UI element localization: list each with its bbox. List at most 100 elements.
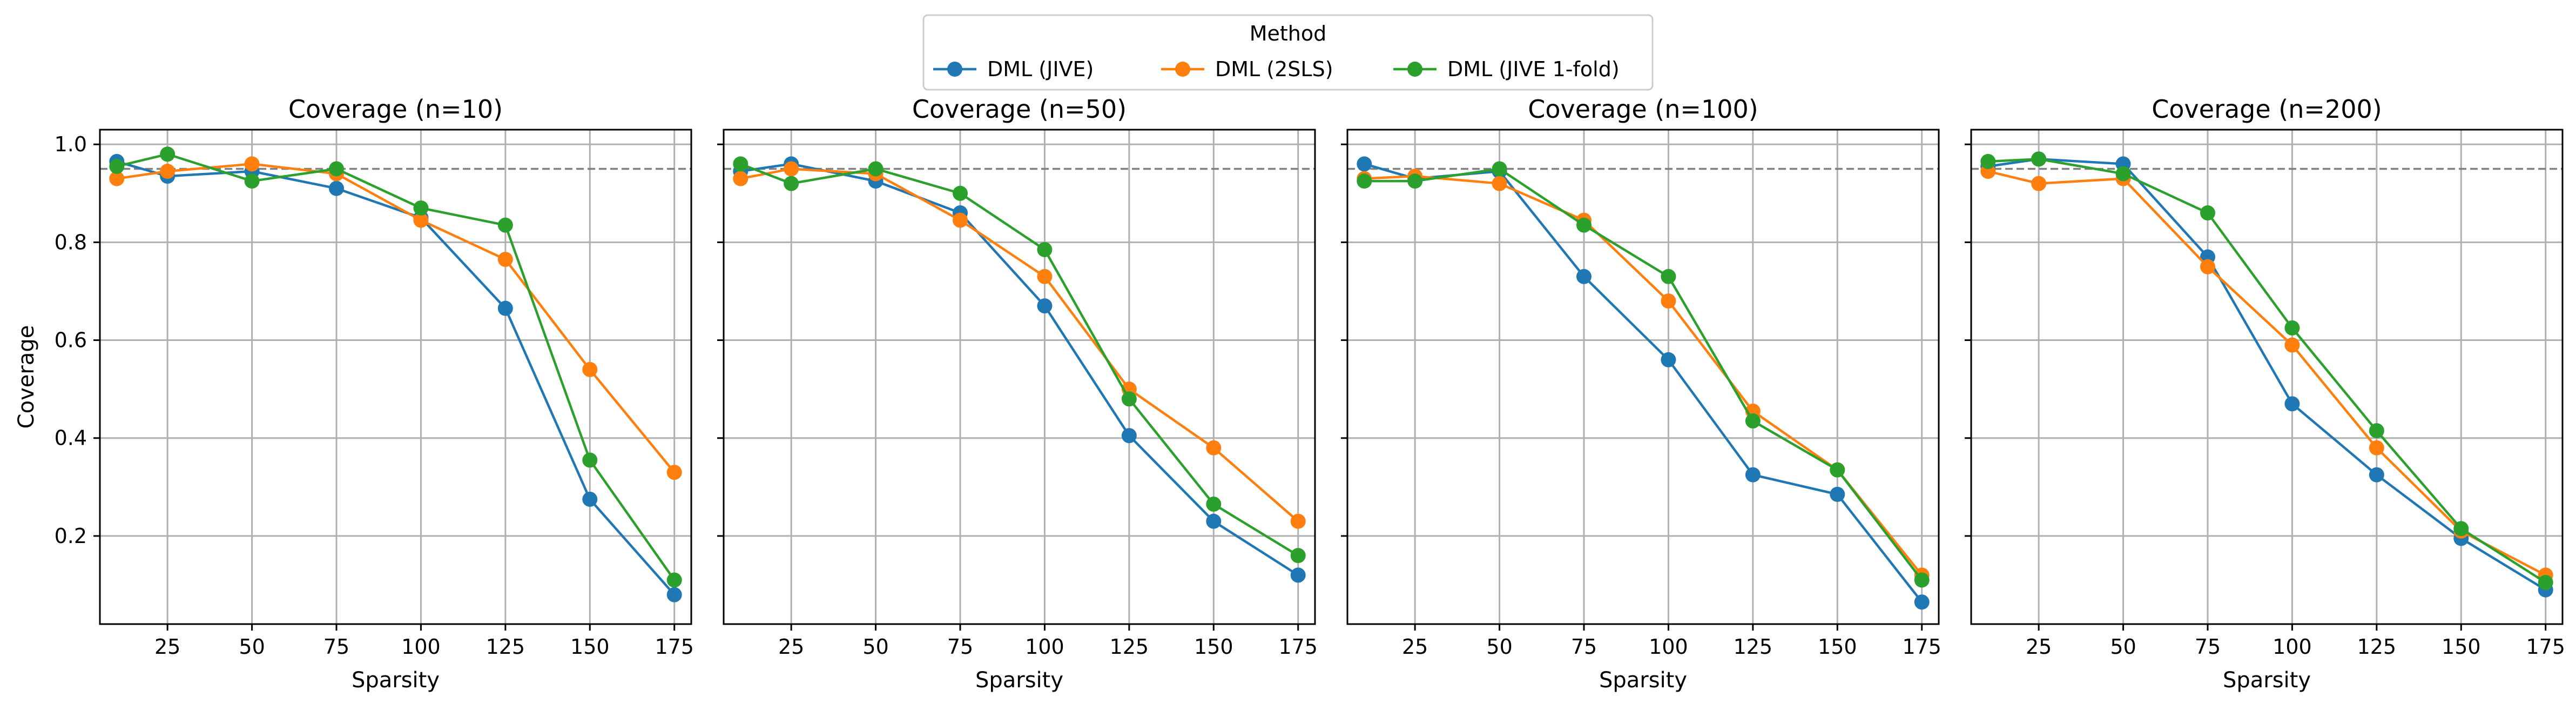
data-point xyxy=(244,156,260,172)
data-point xyxy=(1037,298,1053,314)
x-tick-label: 125 xyxy=(2357,635,2397,659)
data-point xyxy=(582,361,598,377)
data-point xyxy=(1980,153,1996,169)
data-point xyxy=(666,465,682,480)
panel-3: 25 50 75 100 125 150 175 Coverage (n=100) Sparsi… xyxy=(1341,95,1941,693)
legend-frame xyxy=(922,14,1654,91)
series-line xyxy=(740,163,1299,557)
x-tick-label: 50 xyxy=(2110,635,2136,659)
x-tick-label: 150 xyxy=(1194,635,1233,659)
series-line xyxy=(1364,168,1923,581)
data-point xyxy=(1914,572,1930,588)
data-point xyxy=(1121,428,1137,444)
data-point xyxy=(2200,259,2215,274)
y-axis-label: Coverage xyxy=(14,325,39,429)
data-point xyxy=(1290,513,1306,529)
data-point xyxy=(1206,513,1222,529)
series-line xyxy=(1987,170,2546,577)
x-tick-label: 175 xyxy=(1278,635,1318,659)
x-tick-label: 25 xyxy=(2026,635,2052,659)
data-point xyxy=(2284,320,2300,336)
y-tick-label: 0.6 xyxy=(55,329,87,352)
series-line xyxy=(740,168,1299,523)
data-point xyxy=(2284,337,2300,353)
data-point xyxy=(1745,467,1761,483)
x-tick-label: 125 xyxy=(1734,635,1773,659)
x-tick-label: 50 xyxy=(1486,635,1512,659)
y-tick-label: 0.2 xyxy=(55,524,87,548)
x-tick-label: 100 xyxy=(1025,635,1064,659)
data-point xyxy=(2369,423,2384,439)
data-point xyxy=(413,200,429,216)
y-tick-label: 1.0 xyxy=(55,132,87,156)
data-point xyxy=(1830,462,1845,478)
x-tick-label: 150 xyxy=(570,635,610,659)
data-point xyxy=(1121,391,1137,407)
data-point xyxy=(1037,242,1053,257)
panel-title: Coverage (n=100) xyxy=(1528,95,1758,124)
x-tick-label: 175 xyxy=(2526,635,2565,659)
data-point xyxy=(2031,176,2047,191)
legend-swatch-marker xyxy=(947,62,962,77)
legend-label: DML (JIVE 1-fold) xyxy=(1447,57,1620,81)
data-point xyxy=(497,252,513,267)
panel-4: 25 50 75 100 125 150 175 Coverage (n=200) Sparsi… xyxy=(1965,95,2565,693)
legend-label: DML (2SLS) xyxy=(1215,57,1333,81)
data-point xyxy=(329,180,344,196)
data-point xyxy=(868,161,884,177)
x-axis-label: Sparsity xyxy=(1599,668,1687,693)
data-point xyxy=(666,572,682,588)
panel-title: Coverage (n=50) xyxy=(912,95,1127,124)
data-point xyxy=(1914,594,1930,610)
panel-1: 25 50 75 100 125 150 175 0.2 0.4 0.6 0.8 1.0 Coverag… xyxy=(14,95,694,693)
x-tick-label: 25 xyxy=(778,635,804,659)
data-point xyxy=(1830,486,1845,502)
data-point xyxy=(2369,440,2384,456)
data-point xyxy=(2538,574,2553,590)
legend-swatch-marker xyxy=(1175,62,1190,77)
data-point xyxy=(733,171,748,186)
data-point xyxy=(2453,521,2469,537)
data-point xyxy=(582,452,598,468)
x-tick-label: 25 xyxy=(154,635,180,659)
panel-title: Coverage (n=200) xyxy=(2152,95,2382,124)
data-point xyxy=(666,587,682,602)
axes-frame xyxy=(99,129,692,625)
x-tick-label: 75 xyxy=(2195,635,2221,659)
series-line xyxy=(1987,158,2546,591)
grid xyxy=(100,130,691,624)
data-point xyxy=(1206,497,1222,512)
legend-swatch-marker xyxy=(1407,62,1422,77)
data-point xyxy=(1492,161,1507,177)
data-point xyxy=(2369,467,2384,483)
data-point xyxy=(109,158,125,174)
series-line xyxy=(740,163,1299,577)
series-line xyxy=(116,160,676,596)
data-point xyxy=(1290,567,1306,583)
data-point xyxy=(1357,156,1372,172)
y-tick-label: 0.8 xyxy=(55,230,87,254)
grid xyxy=(1347,130,1939,624)
x-tick-label: 75 xyxy=(323,635,349,659)
data-point xyxy=(1206,440,1222,456)
x-tick-label: 125 xyxy=(1110,635,1149,659)
x-axis-label: Sparsity xyxy=(2223,668,2311,693)
grid xyxy=(1971,130,2562,624)
data-point xyxy=(784,176,799,191)
data-point xyxy=(1661,352,1676,367)
data-point xyxy=(953,185,968,201)
data-point xyxy=(733,156,748,172)
data-point xyxy=(2115,166,2131,182)
x-tick-label: 150 xyxy=(2442,635,2481,659)
axes-frame xyxy=(723,129,1316,625)
x-axis-label: Sparsity xyxy=(975,668,1063,693)
data-point xyxy=(1661,293,1676,309)
series-dml-jive-1-fold xyxy=(1357,161,1930,588)
x-tick-label: 175 xyxy=(655,635,694,659)
data-point xyxy=(1661,269,1676,284)
x-tick-label: 50 xyxy=(862,635,888,659)
x-tick-label: 100 xyxy=(401,635,441,659)
axes-frame xyxy=(1346,129,1940,625)
data-point xyxy=(2200,205,2215,221)
